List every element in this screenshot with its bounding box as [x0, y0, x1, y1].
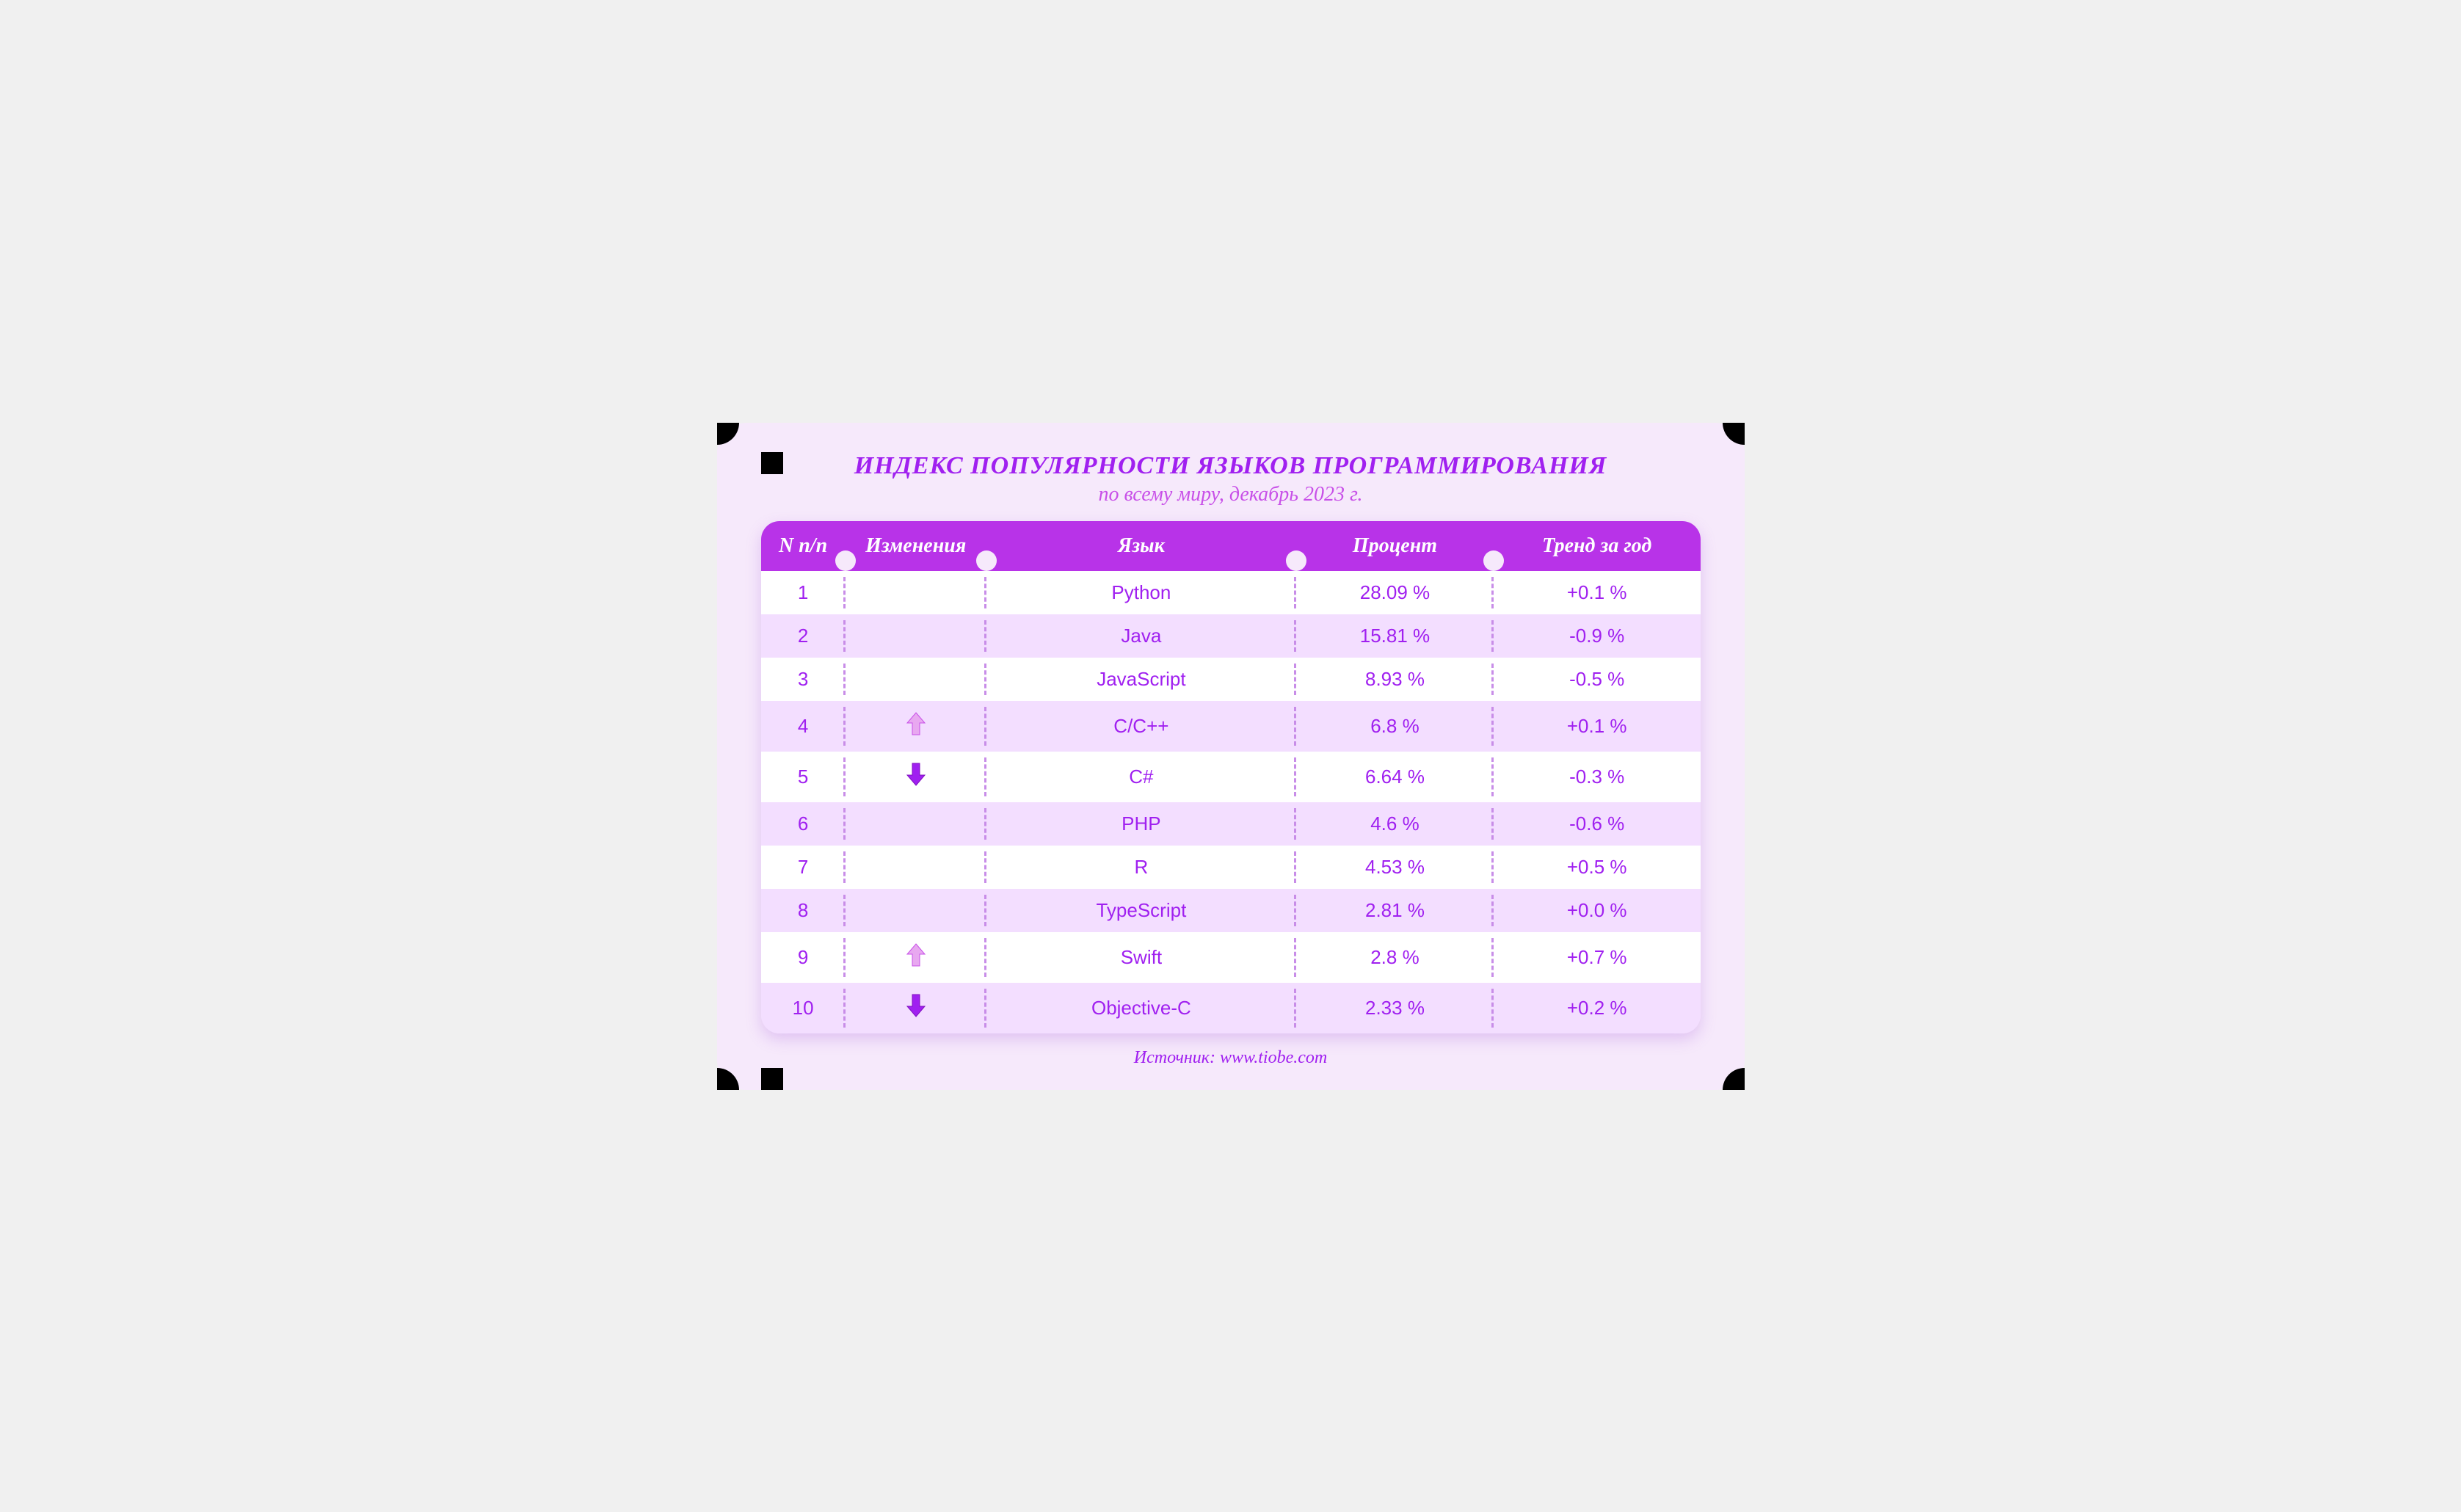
arrow-down-icon — [906, 762, 926, 787]
cell-trend: -0.3 % — [1494, 752, 1701, 802]
cell-change — [846, 701, 986, 752]
page-subtitle: по всему миру, декабрь 2023 г. — [761, 483, 1701, 506]
cell-trend: +0.1 % — [1494, 701, 1701, 752]
cell-rank: 3 — [761, 658, 846, 701]
cell-rank: 1 — [761, 571, 846, 614]
cell-change — [846, 932, 986, 983]
cell-lang: C/C++ — [986, 701, 1296, 752]
cell-change — [846, 802, 986, 846]
cell-percent: 6.8 % — [1296, 701, 1494, 752]
cell-rank: 2 — [761, 614, 846, 658]
cell-rank: 8 — [761, 889, 846, 932]
language-index-table: N п/пИзмененияЯзыкПроцентТренд за год 1 P… — [761, 521, 1701, 1033]
cell-trend: +0.2 % — [1494, 983, 1701, 1033]
cell-rank: 10 — [761, 983, 846, 1033]
cell-change — [846, 889, 986, 932]
table-container: N п/пИзмененияЯзыкПроцентТренд за год 1 P… — [761, 521, 1701, 1033]
table-row: 7 R4.53 %+0.5 % — [761, 846, 1701, 889]
card: ИНДЕКС ПОПУЛЯРНОСТИ ЯЗЫКОВ ПРОГРАММИРОВА… — [717, 423, 1745, 1090]
cell-change — [846, 571, 986, 614]
table-row: 2 Java15.81 %-0.9 % — [761, 614, 1701, 658]
cell-rank: 4 — [761, 701, 846, 752]
table-row: 3 JavaScript8.93 %-0.5 % — [761, 658, 1701, 701]
cell-lang: TypeScript — [986, 889, 1296, 932]
cell-percent: 2.8 % — [1296, 932, 1494, 983]
cell-change — [846, 658, 986, 701]
column-header-rank: N п/п — [761, 521, 846, 571]
cell-rank: 5 — [761, 752, 846, 802]
cell-rank: 9 — [761, 932, 846, 983]
column-header-change: Изменения — [846, 521, 986, 571]
cell-percent: 8.93 % — [1296, 658, 1494, 701]
table-body: 1Python28.09 %+0.1 %2Java15.81 %-0.9 %3J… — [761, 571, 1701, 1033]
cell-rank: 6 — [761, 802, 846, 846]
cell-percent: 2.81 % — [1296, 889, 1494, 932]
cell-percent: 4.53 % — [1296, 846, 1494, 889]
arrow-down-icon — [906, 993, 926, 1018]
cell-trend: -0.5 % — [1494, 658, 1701, 701]
corner-notch — [717, 1068, 739, 1090]
cell-lang: Objective-C — [986, 983, 1296, 1033]
corner-notch — [1723, 423, 1745, 445]
cell-percent: 15.81 % — [1296, 614, 1494, 658]
cell-rank: 7 — [761, 846, 846, 889]
cell-trend: +0.0 % — [1494, 889, 1701, 932]
cell-percent: 6.64 % — [1296, 752, 1494, 802]
cell-trend: +0.5 % — [1494, 846, 1701, 889]
corner-notch — [717, 423, 739, 445]
table-row: 1 Python28.09 %+0.1 % — [761, 571, 1701, 614]
cell-change — [846, 983, 986, 1033]
table-row: 9 Swift2.8 %+0.7 % — [761, 932, 1701, 983]
cell-trend: +0.7 % — [1494, 932, 1701, 983]
cell-trend: +0.1 % — [1494, 571, 1701, 614]
cell-change — [846, 752, 986, 802]
cell-change — [846, 614, 986, 658]
cell-change — [846, 846, 986, 889]
table-row: 8 TypeScript2.81 %+0.0 % — [761, 889, 1701, 932]
cell-percent: 28.09 % — [1296, 571, 1494, 614]
column-header-percent: Процент — [1296, 521, 1494, 571]
cell-trend: -0.9 % — [1494, 614, 1701, 658]
cell-trend: -0.6 % — [1494, 802, 1701, 846]
table-header: N п/пИзмененияЯзыкПроцентТренд за год — [761, 521, 1701, 571]
page-title: ИНДЕКС ПОПУЛЯРНОСТИ ЯЗЫКОВ ПРОГРАММИРОВА… — [761, 452, 1701, 480]
arrow-up-icon — [906, 942, 926, 967]
cell-lang: Python — [986, 571, 1296, 614]
cell-lang: JavaScript — [986, 658, 1296, 701]
column-header-lang: Язык — [986, 521, 1296, 571]
corner-notch — [1723, 1068, 1745, 1090]
table-row: 5 C#6.64 %-0.3 % — [761, 752, 1701, 802]
cell-lang: PHP — [986, 802, 1296, 846]
table-row: 4 C/C++6.8 %+0.1 % — [761, 701, 1701, 752]
cell-lang: Swift — [986, 932, 1296, 983]
cell-lang: Java — [986, 614, 1296, 658]
table-row: 10 Objective-C2.33 %+0.2 % — [761, 983, 1701, 1033]
cell-lang: C# — [986, 752, 1296, 802]
table-row: 6 PHP4.6 %-0.6 % — [761, 802, 1701, 846]
cell-percent: 2.33 % — [1296, 983, 1494, 1033]
column-header-trend: Тренд за год — [1494, 521, 1701, 571]
cell-percent: 4.6 % — [1296, 802, 1494, 846]
cell-lang: R — [986, 846, 1296, 889]
source-footer: Источник: www.tiobe.com — [761, 1048, 1701, 1068]
arrow-up-icon — [906, 711, 926, 736]
